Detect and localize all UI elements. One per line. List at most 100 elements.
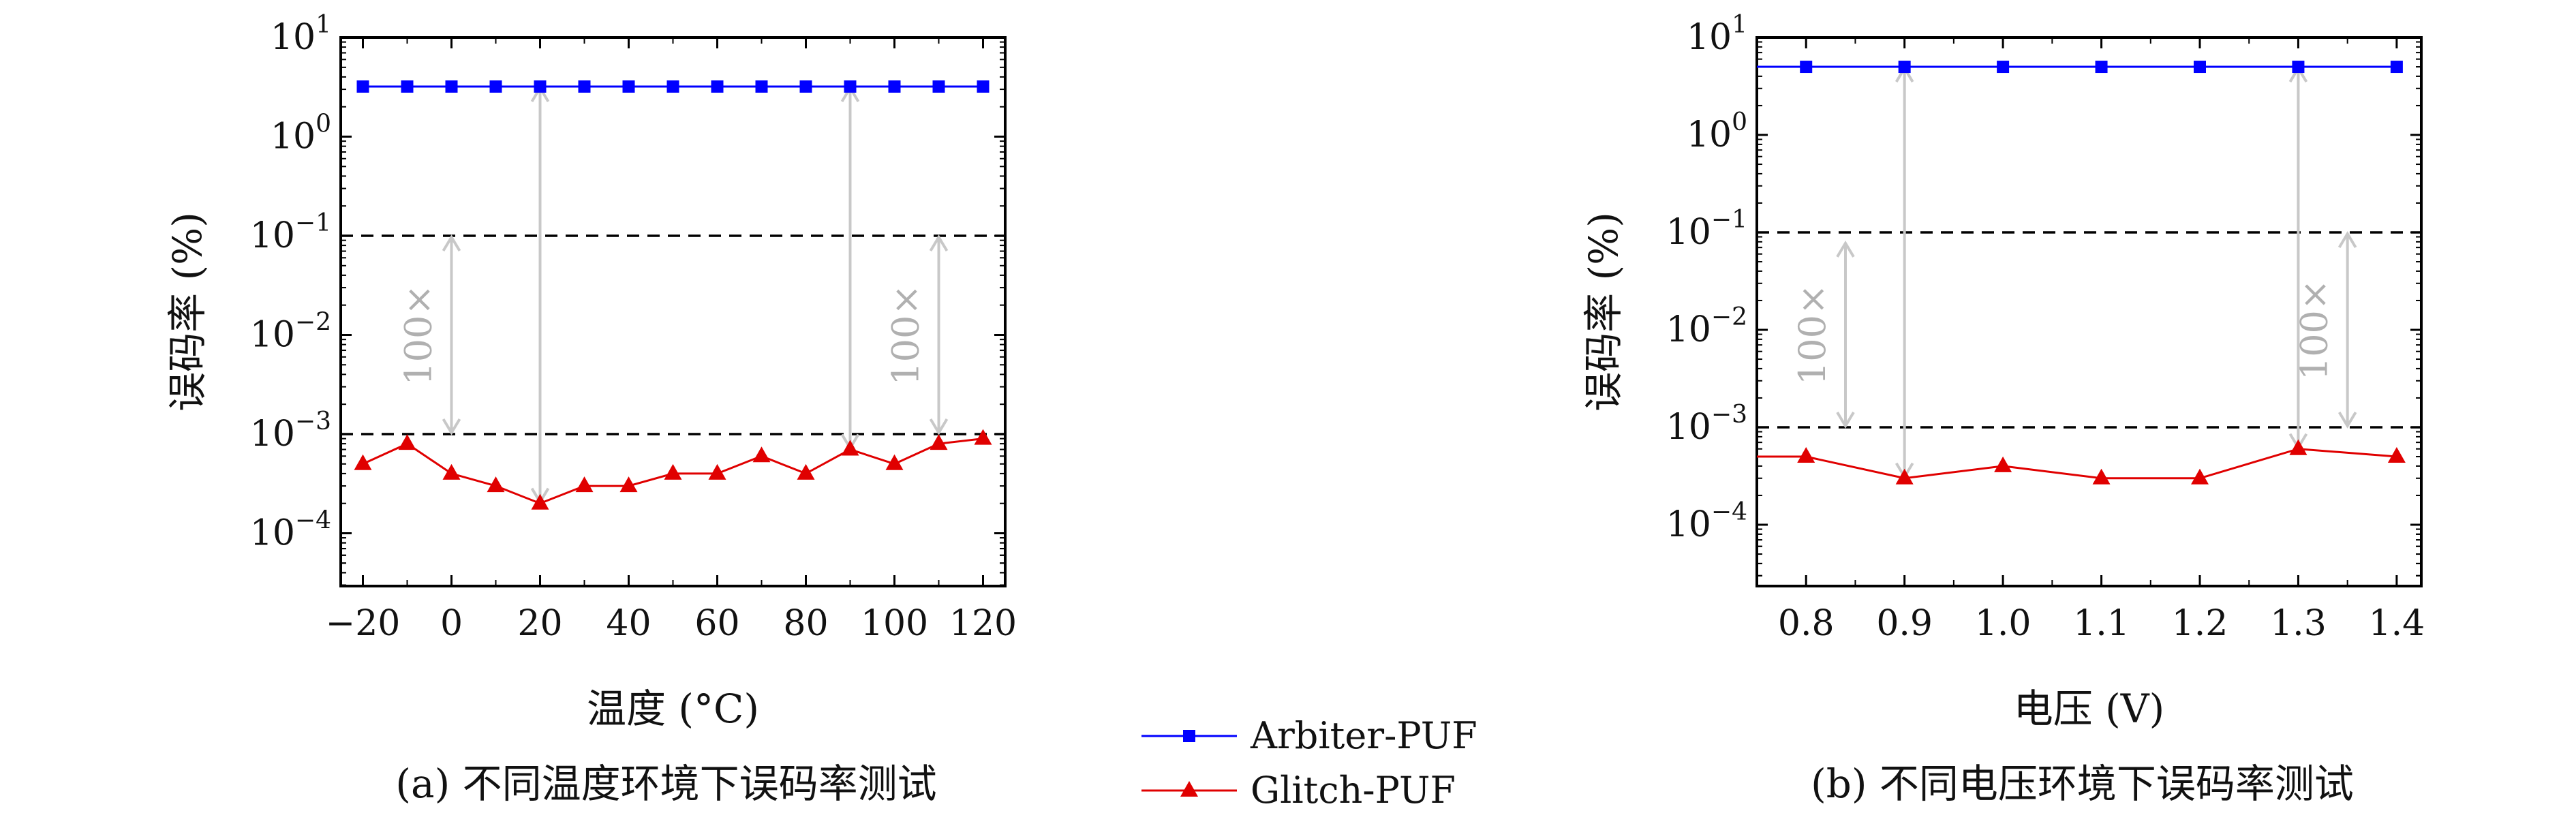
data-point-glitch-puf: [752, 446, 771, 463]
data-point-arbiter-puf: [888, 80, 901, 93]
data-point-arbiter-puf: [2292, 61, 2305, 74]
ratio-arrow-a-head-top: [442, 234, 461, 252]
ratio-arrow-b-head-top: [1836, 240, 1855, 258]
y-axis-label-a: 误码率 (%): [164, 212, 211, 412]
data-point-glitch-puf: [1797, 447, 1815, 463]
data-point-arbiter-puf: [445, 80, 458, 93]
ratio-arrow-a-head-bottom: [929, 418, 949, 435]
y-tick-label-a: 10−1: [250, 209, 331, 256]
legend: Arbiter-PUF Glitch-PUF: [1141, 714, 1477, 812]
x-tick-label-b: 0.9: [1876, 603, 1933, 644]
y-tick-label-a: 100: [271, 110, 331, 157]
data-point-arbiter-puf: [2390, 61, 2403, 74]
x-tick-label-a: 80: [783, 603, 828, 644]
data-point-glitch-puf: [487, 476, 505, 493]
data-point-arbiter-puf: [401, 80, 414, 93]
data-point-glitch-puf: [841, 440, 859, 456]
data-point-glitch-puf: [2289, 439, 2307, 455]
y-tick-label-b: 10−2: [1666, 303, 1747, 350]
data-point-glitch-puf: [664, 463, 682, 480]
caption-a: (a) 不同温度环境下误码率测试: [395, 761, 936, 807]
data-point-arbiter-puf: [534, 80, 547, 93]
ratio-arrow-a-head-top: [929, 234, 949, 252]
ratio-arrow-a-head-bottom: [442, 418, 461, 435]
data-point-glitch-puf: [2092, 468, 2111, 485]
data-point-arbiter-puf: [356, 80, 369, 93]
y-tick-label-a: 10−4: [250, 507, 331, 554]
caption-b: (b) 不同电压环境下误码率测试: [1811, 761, 2354, 807]
x-tick-label-a: 0: [440, 603, 463, 644]
x-tick-label-a: 60: [694, 603, 739, 644]
data-point-arbiter-puf: [622, 80, 635, 93]
data-point-glitch-puf: [354, 454, 372, 470]
legend-marker-glitch-puf: [1180, 781, 1198, 797]
data-point-arbiter-puf: [2194, 61, 2206, 74]
y-axis-label-b: 误码率 (%): [1580, 212, 1627, 412]
data-point-glitch-puf: [708, 463, 726, 480]
y-tick-label-b: 10−4: [1666, 498, 1747, 545]
data-point-arbiter-puf: [578, 80, 591, 93]
legend-label-glitch-puf: Glitch-PUF: [1251, 769, 1456, 812]
x-tick-label-a: 40: [606, 603, 651, 644]
data-point-arbiter-puf: [932, 80, 945, 93]
ratio-label-b: 100×: [2293, 279, 2336, 380]
ratio-arrow-b: [2288, 65, 2308, 450]
y-tick-label-b: 100: [1687, 108, 1747, 155]
data-point-glitch-puf: [2387, 447, 2406, 463]
ratio-arrow-b: [1895, 65, 1914, 480]
x-tick-label-b: 1.4: [2369, 603, 2425, 644]
panel-b-chart: 101 100 10−1 10−2 10−3 10−4 0.8 0.9 1.0 1.1 1.2 1.3…: [1580, 11, 2425, 807]
x-axis-label-a: 温度 (°C): [587, 686, 759, 732]
data-point-arbiter-puf: [666, 80, 679, 93]
ratio-arrow-a: [929, 234, 949, 435]
data-point-glitch-puf: [797, 463, 815, 480]
data-point-glitch-puf: [885, 454, 904, 470]
y-tick-label-b: 10−3: [1666, 401, 1747, 448]
x-axis-label-b: 电压 (V): [2014, 686, 2165, 732]
x-tick-label-a: 120: [949, 603, 1017, 644]
data-point-arbiter-puf: [799, 80, 812, 93]
data-point-arbiter-puf: [2095, 61, 2108, 74]
data-point-glitch-puf: [1895, 468, 1914, 485]
data-point-glitch-puf: [1994, 456, 2012, 472]
ratio-arrow-b-head-top: [2337, 231, 2357, 249]
x-tick-label-a: 100: [861, 603, 928, 644]
ratio-arrow-a: [442, 234, 461, 435]
y-tick-label-a: 101: [271, 11, 331, 58]
data-point-arbiter-puf: [977, 80, 990, 93]
x-tick-label-a: 20: [517, 603, 562, 644]
legend-label-arbiter-puf: Arbiter-PUF: [1250, 714, 1477, 757]
y-tick-label-b: 101: [1687, 11, 1747, 58]
x-tick-label-b: 1.1: [2073, 603, 2130, 644]
ratio-label-a: 100×: [885, 284, 927, 385]
x-tick-label-b: 1.2: [2172, 603, 2228, 644]
data-point-arbiter-puf: [711, 80, 724, 93]
x-tick-label-a: −20: [326, 603, 401, 644]
y-tick-label-b: 10−1: [1666, 206, 1747, 253]
data-point-arbiter-puf: [1800, 61, 1813, 74]
data-point-glitch-puf: [2191, 468, 2209, 485]
legend-marker-arbiter-puf: [1183, 730, 1195, 742]
ratio-label-a: 100×: [397, 284, 440, 385]
data-point-glitch-puf: [531, 493, 549, 510]
x-tick-label-b: 1.3: [2270, 603, 2327, 644]
data-point-arbiter-puf: [489, 80, 502, 93]
ratio-arrow-b-head-bottom: [1836, 411, 1855, 429]
ratio-arrow-b: [2337, 231, 2357, 429]
y-tick-label-a: 10−3: [250, 408, 331, 455]
data-point-arbiter-puf: [755, 80, 768, 93]
panel-a-chart: 101 100 10−1 10−2 10−3 10−4 −20 0 20 40 60 80 100 120…: [164, 11, 1017, 807]
data-point-glitch-puf: [398, 434, 416, 450]
ratio-label-b: 100×: [1791, 284, 1834, 385]
data-point-glitch-puf: [930, 434, 948, 450]
ratio-arrow-a: [840, 85, 860, 451]
data-point-glitch-puf: [442, 463, 461, 480]
plot-frame-b: [1755, 36, 2423, 587]
data-point-glitch-puf: [575, 476, 594, 493]
x-tick-label-b: 1.0: [1975, 603, 2031, 644]
data-point-glitch-puf: [619, 476, 638, 493]
data-point-arbiter-puf: [1898, 61, 1911, 74]
data-point-arbiter-puf: [844, 80, 857, 93]
ratio-arrow-a: [530, 85, 550, 505]
